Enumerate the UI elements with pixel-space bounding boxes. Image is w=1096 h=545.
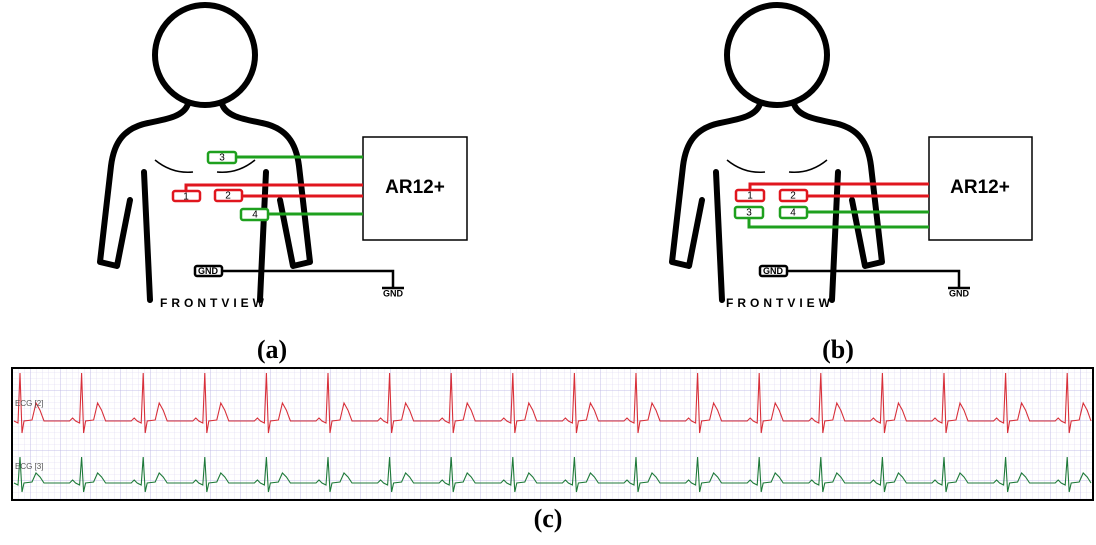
ground-wire: [787, 271, 959, 288]
panel-a: AR12+ GND 3 1 2 4 GND FRONTVIEW (a): [100, 5, 467, 364]
electrode-label: 1: [747, 191, 753, 202]
view-label: FRONTVIEW: [726, 296, 834, 310]
electrode-label: 3: [219, 153, 225, 164]
channel-label: ECG [2]: [15, 399, 43, 408]
view-label: FRONTVIEW: [160, 296, 268, 310]
electrode-label: 2: [790, 191, 796, 202]
figure: AR12+ GND 3 1 2 4 GND FRONTVIEW (a) AR12…: [0, 0, 1096, 545]
ground-wire: [222, 271, 393, 288]
lead-wire: [186, 185, 363, 196]
device-label: AR12+: [385, 177, 445, 198]
body-outline: [672, 5, 882, 300]
panel-b: AR12+ GND 1 2 3 4 GND FRONTVIEW (b): [672, 5, 1032, 364]
panel-c: ECG [2] ECG [3] (c): [12, 368, 1093, 533]
caption: (b): [822, 335, 854, 364]
electrode-label: 4: [790, 208, 796, 219]
electrode-label: GND: [198, 266, 219, 276]
caption: (a): [257, 335, 287, 364]
electrode-label: 1: [183, 192, 189, 203]
electrode-label: GND: [763, 266, 784, 276]
caption: (c): [534, 504, 563, 533]
ecg-grid: [12, 368, 1093, 500]
channel-label: ECG [3]: [15, 462, 43, 471]
electrode-label: 2: [225, 191, 231, 202]
body-outline: [100, 5, 310, 300]
ground-label: GND: [383, 288, 404, 298]
ground-label: GND: [949, 288, 970, 298]
electrode-label: 4: [252, 210, 258, 221]
electrode-label: 3: [746, 208, 752, 219]
device-label: AR12+: [950, 177, 1010, 198]
